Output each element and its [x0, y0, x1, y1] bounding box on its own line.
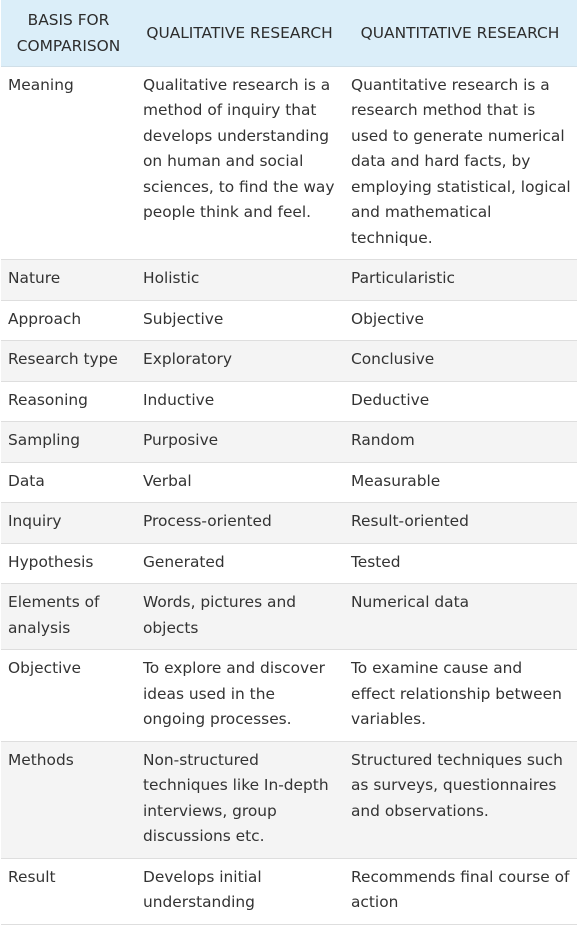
cell-qualitative: Purposive	[136, 421, 343, 463]
cell-basis: Objective	[1, 649, 136, 742]
table-row: Objective To explore and discover ideas …	[1, 649, 577, 742]
cell-quantitative: Numerical data	[343, 583, 577, 650]
table-row: Research type Exploratory Conclusive	[1, 340, 577, 382]
cell-quantitative: Result-oriented	[343, 502, 577, 544]
cell-qualitative: Holistic	[136, 259, 343, 301]
cell-quantitative: Particularistic	[343, 259, 577, 301]
table-row: Methods Non-structured techniques like I…	[1, 741, 577, 859]
cell-quantitative: Conclusive	[343, 340, 577, 382]
cell-basis: Approach	[1, 300, 136, 341]
cell-quantitative: Tested	[343, 543, 577, 584]
cell-qualitative: Develops initial understanding	[136, 858, 343, 925]
cell-basis: Sampling	[1, 421, 136, 463]
cell-basis: Data	[1, 462, 136, 503]
cell-qualitative: Subjective	[136, 300, 343, 341]
cell-basis: Meaning	[1, 66, 136, 260]
cell-quantitative: Measurable	[343, 462, 577, 503]
table-row: Nature Holistic Particularistic	[1, 259, 577, 301]
table-row: Sampling Purposive Random	[1, 421, 577, 463]
table-row: Hypothesis Generated Tested	[1, 543, 577, 584]
cell-quantitative: Recommends final course of action	[343, 858, 577, 925]
cell-quantitative: Random	[343, 421, 577, 463]
cell-quantitative: Objective	[343, 300, 577, 341]
cell-quantitative: Deductive	[343, 381, 577, 422]
cell-qualitative: Non-structured techniques like In-depth …	[136, 741, 343, 859]
table-row: Inquiry Process-oriented Result-oriented	[1, 502, 577, 544]
header-basis: BASIS FOR COMPARISON	[1, 0, 136, 67]
cell-qualitative: To explore and discover ideas used in th…	[136, 649, 343, 742]
table-row: Approach Subjective Objective	[1, 300, 577, 341]
cell-qualitative: Verbal	[136, 462, 343, 503]
cell-basis: Reasoning	[1, 381, 136, 422]
header-row: BASIS FOR COMPARISON QUALITATIVE RESEARC…	[1, 0, 577, 67]
cell-quantitative: Quantitative research is a research meth…	[343, 66, 577, 260]
cell-basis: Methods	[1, 741, 136, 859]
cell-basis: Elements of analysis	[1, 583, 136, 650]
cell-qualitative: Words, pictures and objects	[136, 583, 343, 650]
cell-qualitative: Qualitative research is a method of inqu…	[136, 66, 343, 260]
cell-quantitative: Structured techniques such as surveys, q…	[343, 741, 577, 859]
cell-qualitative: Exploratory	[136, 340, 343, 382]
cell-basis: Inquiry	[1, 502, 136, 544]
header-quantitative: QUANTITATIVE RESEARCH	[343, 0, 577, 67]
table-header: BASIS FOR COMPARISON QUALITATIVE RESEARC…	[1, 0, 577, 67]
cell-qualitative: Generated	[136, 543, 343, 584]
table-row: Data Verbal Measurable	[1, 462, 577, 503]
cell-qualitative: Process-oriented	[136, 502, 343, 544]
header-qualitative: QUALITATIVE RESEARCH	[136, 0, 343, 67]
cell-basis: Research type	[1, 340, 136, 382]
cell-qualitative: Inductive	[136, 381, 343, 422]
cell-basis: Hypothesis	[1, 543, 136, 584]
table-row: Reasoning Inductive Deductive	[1, 381, 577, 422]
table-body: Meaning Qualitative research is a method…	[1, 66, 577, 925]
table-row: Result Develops initial understanding Re…	[1, 858, 577, 925]
table-row: Meaning Qualitative research is a method…	[1, 66, 577, 260]
cell-basis: Result	[1, 858, 136, 925]
table-row: Elements of analysis Words, pictures and…	[1, 583, 577, 650]
cell-basis: Nature	[1, 259, 136, 301]
cell-quantitative: To examine cause and effect relationship…	[343, 649, 577, 742]
